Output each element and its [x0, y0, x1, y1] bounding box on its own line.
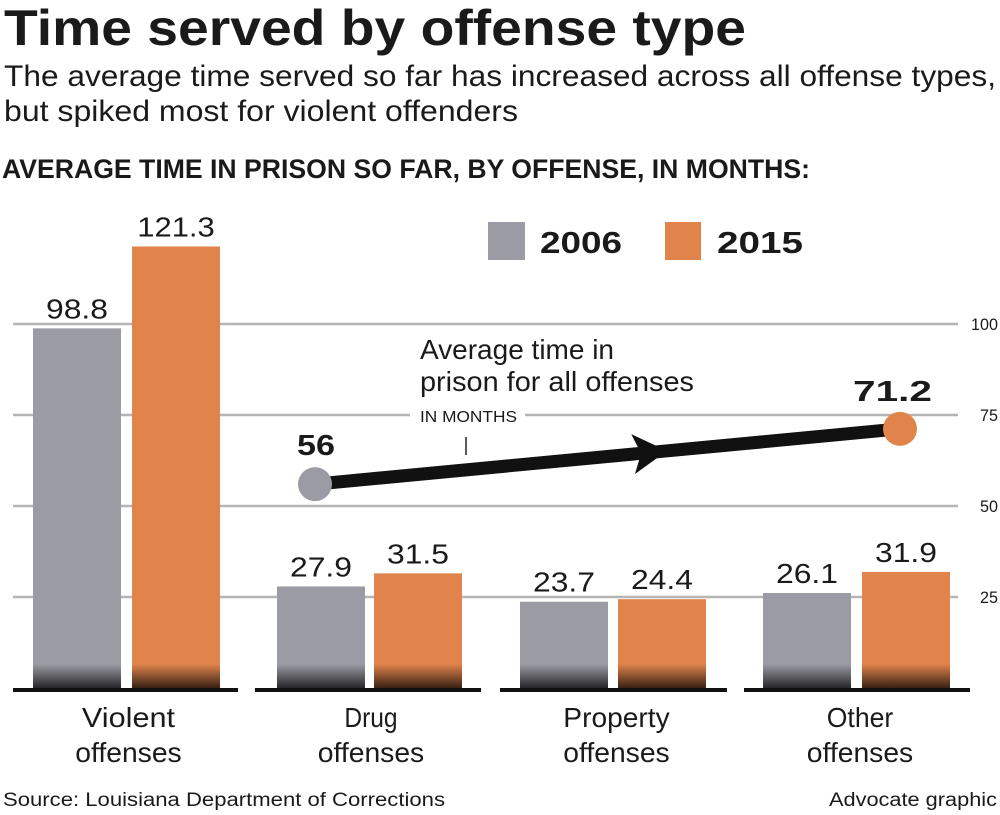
y-tick-label: 75: [980, 406, 998, 425]
y-tick-label: 25: [980, 588, 998, 607]
value-label: 27.9: [290, 551, 352, 582]
category-label: offenses: [563, 737, 669, 768]
bar-shade: [862, 664, 950, 688]
chart-heading: AVERAGE TIME IN PRISON SO FAR, BY OFFENS…: [2, 154, 810, 184]
value-label: 31.5: [387, 538, 449, 569]
arrowhead-icon: [631, 434, 667, 474]
source-note: Source: Louisiana Department of Correcti…: [3, 790, 445, 811]
value-label: 23.7: [533, 567, 595, 598]
bar-shade: [132, 664, 220, 688]
value-label: 121.3: [137, 211, 215, 242]
chart-title: Time served by offense type: [4, 0, 746, 56]
category-label: offenses: [318, 737, 424, 768]
average-label-2006: 56: [297, 430, 335, 462]
category-label: offenses: [75, 737, 181, 768]
legend-swatch-2015: [665, 222, 701, 260]
category-label: Violent: [82, 702, 175, 733]
average-trend-line: [314, 422, 901, 491]
label-mask: [410, 405, 525, 425]
average-label-2015: 71.2: [853, 376, 932, 408]
baseline-segment: [500, 688, 727, 692]
category-labels: Violent offenses Drug offenses Property offen…: [75, 702, 913, 768]
average-point-2015: [883, 411, 917, 446]
category-label: Other: [827, 702, 894, 733]
credit-note: Advocate graphic: [829, 790, 997, 811]
category-label: Property: [563, 702, 669, 733]
legend: 2006 2015: [488, 222, 803, 260]
category-label: Drug: [344, 702, 397, 733]
bar-shade: [33, 664, 121, 688]
bar-2015-violent: [132, 246, 220, 688]
legend-swatch-2006: [488, 222, 525, 260]
value-label: 31.9: [875, 537, 937, 568]
overlay-label-line-2: prison for all offenses: [420, 366, 694, 397]
baseline-segment: [255, 688, 481, 692]
category-label: offenses: [807, 737, 913, 768]
value-label: 24.4: [631, 564, 693, 595]
subtitle-line-1: The average time served so far has incre…: [4, 60, 996, 93]
legend-label-2015: 2015: [717, 225, 803, 260]
overlay-unit: IN MONTHS: [420, 409, 517, 426]
value-label: 26.1: [776, 558, 838, 589]
average-point-2006: [298, 467, 332, 502]
legend-label-2006: 2006: [540, 225, 622, 260]
bar-shade: [618, 664, 706, 688]
bars: 98.8 121.3 27.9 31.5 23.7 24.4 26.1 31.9: [13, 211, 970, 692]
bar-2006-violent: [33, 328, 121, 688]
overlay-label-line-1: Average time in: [420, 334, 614, 365]
baseline-segment: [744, 688, 970, 692]
bar-shade: [763, 664, 851, 688]
average-overlay: Average time in prison for all offenses …: [297, 334, 932, 502]
bar-shade: [374, 664, 462, 688]
subtitle-line-2: but spiked most for violent offenders: [4, 95, 518, 128]
baseline-segment: [13, 688, 238, 692]
value-label: 98.8: [46, 293, 108, 324]
bar-shade: [277, 664, 365, 688]
y-tick-label: 50: [980, 497, 998, 516]
bar-shade: [520, 664, 608, 688]
y-tick-label: 100: [971, 315, 998, 334]
